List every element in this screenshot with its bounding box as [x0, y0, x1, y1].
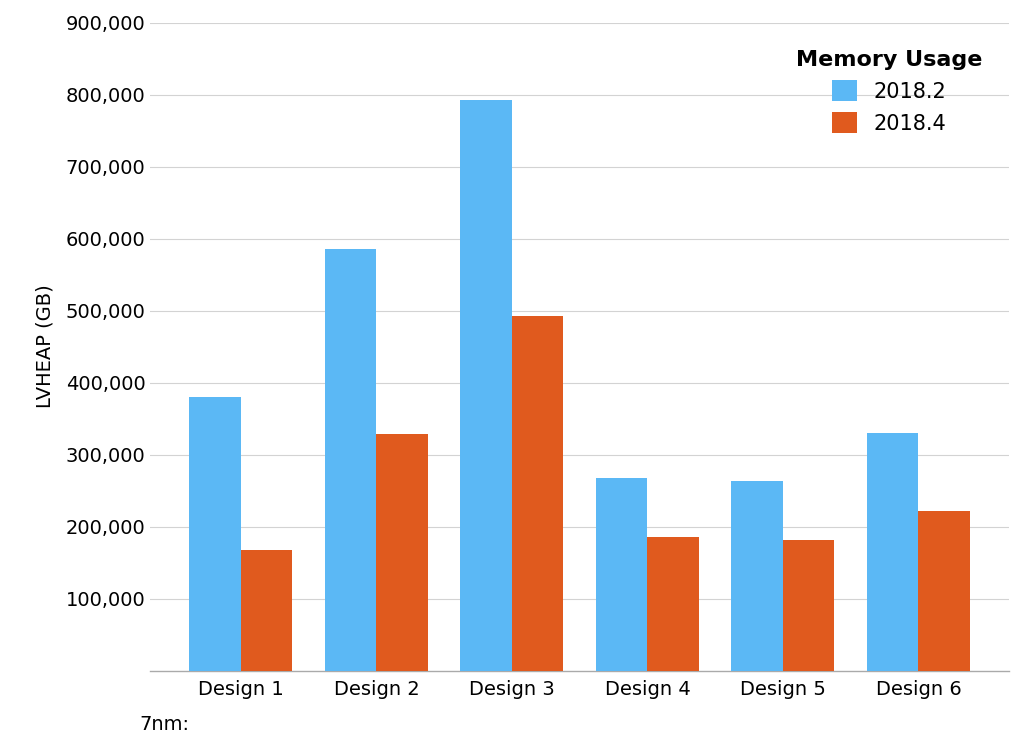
Text: 7nm:: 7nm:	[139, 715, 189, 734]
Bar	[325, 249, 377, 670]
Bar	[783, 539, 835, 670]
Bar	[596, 478, 647, 670]
Bar	[647, 537, 699, 670]
Bar	[241, 550, 293, 670]
Bar	[731, 481, 783, 670]
Bar	[189, 397, 241, 670]
Bar	[461, 100, 512, 670]
Bar	[377, 434, 428, 670]
Bar	[512, 315, 563, 670]
Legend: 2018.2, 2018.4: 2018.2, 2018.4	[779, 33, 998, 151]
Y-axis label: LVHEAP (GB): LVHEAP (GB)	[36, 285, 54, 408]
Bar	[919, 511, 970, 670]
Bar	[867, 433, 919, 670]
